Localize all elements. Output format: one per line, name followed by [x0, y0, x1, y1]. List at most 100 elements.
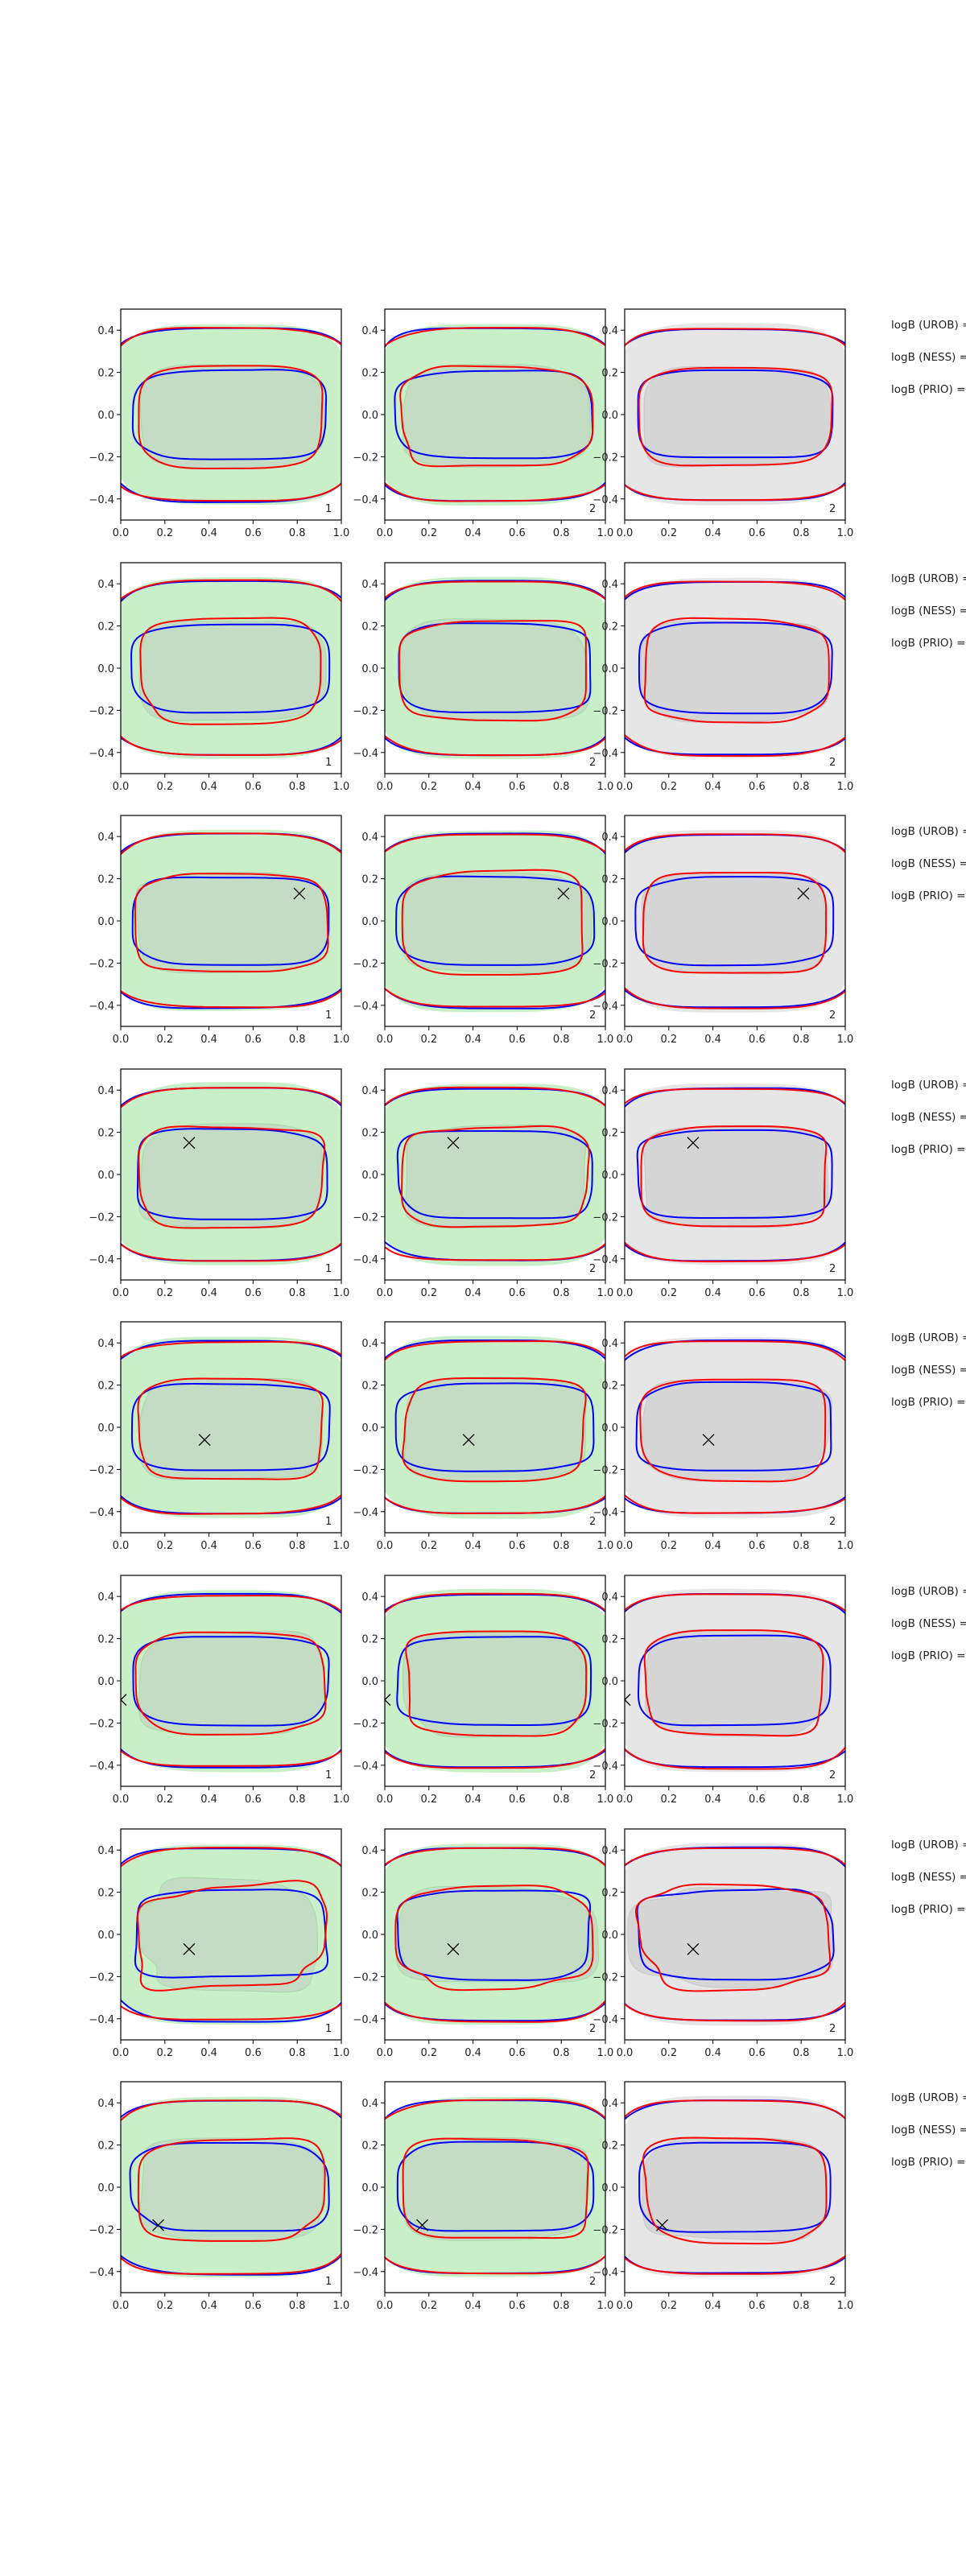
x-tick-label: 0.0 — [377, 2300, 394, 2312]
x-tick-label: 0.0 — [113, 2300, 130, 2312]
y-tick-label: 0.4 — [361, 325, 378, 337]
red-outer-contour — [385, 1592, 605, 1769]
x-tick-label: 0.4 — [704, 781, 721, 793]
y-tick-label: 0.4 — [97, 832, 114, 844]
inner-density-fill — [138, 1630, 324, 1735]
x-tick-label: 0.4 — [704, 1287, 721, 1299]
y-tick-label: 0.0 — [361, 2182, 378, 2194]
x-tick-label: 0.2 — [420, 1794, 437, 1806]
x-tick-label: 0.8 — [793, 1287, 810, 1299]
y-tick-label: 0.2 — [97, 1634, 114, 1646]
x-tick-label: 0.6 — [245, 1540, 262, 1552]
x-tick-label: 0.6 — [749, 1034, 766, 1046]
logb-annotation: logB (NESS) = — [891, 1617, 966, 1630]
y-tick-label: 0.0 — [361, 1170, 378, 1182]
x-tick-label: 0.6 — [509, 1287, 526, 1299]
y-tick-label: 0.0 — [361, 1676, 378, 1688]
x-tick-label: 0.8 — [289, 527, 306, 539]
panel-label: 2 — [829, 503, 836, 515]
red-outer-contour — [625, 833, 845, 1009]
panel-label: 1 — [325, 757, 332, 769]
x-tick-label: 0.8 — [553, 1794, 570, 1806]
x-marker — [183, 1137, 196, 1149]
red-inner-contour — [398, 619, 587, 721]
x-tick-label: 0.2 — [420, 1287, 437, 1299]
x-tick-label: 0.4 — [704, 1540, 721, 1552]
red-inner-contour — [402, 1377, 587, 1483]
y-tick-label: −0.2 — [353, 1971, 378, 1984]
y-tick-label: 0.0 — [361, 916, 378, 928]
x-tick-label: 0.0 — [113, 1287, 130, 1299]
panel-r3-c1: 1 0.0 0.2 0.4 0.6 0.8 1.0 0.4 0.2 0.0 −0.2 −0.4 — [89, 815, 349, 1046]
x-tick-label: 0.4 — [200, 1540, 217, 1552]
y-tick-label: 0.2 — [97, 1127, 114, 1139]
panel-label: 2 — [829, 757, 836, 769]
y-tick-label: 0.0 — [97, 2182, 114, 2194]
panel-r4-c3: 2 0.0 0.2 0.4 0.6 0.8 1.0 0.4 0.2 0.0 −0.2 −0.4 — [592, 1068, 853, 1299]
x-tick-label: 0.4 — [464, 527, 481, 539]
y-tick-label: 0.0 — [97, 410, 114, 422]
x-tick-label: 0.2 — [660, 2300, 677, 2312]
red-inner-contour — [640, 1125, 828, 1228]
y-tick-label: 0.0 — [361, 1422, 378, 1435]
x-tick-label: 0.8 — [289, 1540, 306, 1552]
panel-r7-c2: 2 0.0 0.2 0.4 0.6 0.8 1.0 0.4 0.2 0.0 −0.2 −0.4 — [353, 1827, 613, 2059]
inner-density-fill — [642, 872, 827, 975]
x-tick-label: 0.2 — [156, 1540, 173, 1552]
red-inner-contour — [639, 1378, 827, 1483]
y-tick-label: −0.4 — [592, 1001, 618, 1013]
blue-inner-contour — [636, 1129, 833, 1219]
red-inner-contour — [134, 1631, 327, 1736]
x-tick-label: 0.0 — [617, 1034, 634, 1046]
x-tick-label: 0.0 — [617, 2300, 634, 2312]
red-outer-contour — [625, 1847, 845, 2021]
x-tick-label: 0.6 — [749, 1540, 766, 1552]
y-tick-label: 0.2 — [361, 621, 378, 633]
x-tick-label: 0.4 — [464, 1287, 481, 1299]
logb-annotation: logB (UROB) = — [891, 1331, 966, 1345]
panel-r2-c3: 2 0.0 0.2 0.4 0.6 0.8 1.0 0.4 0.2 0.0 −0.2 −0.4 — [592, 561, 853, 793]
red-outer-contour — [385, 1086, 605, 1261]
red-outer-contour — [385, 327, 605, 502]
x-tick-label: 0.0 — [617, 2047, 634, 2059]
red-outer-contour — [385, 1340, 605, 1515]
x-tick-label: 0.4 — [464, 2047, 481, 2059]
red-inner-contour — [643, 1629, 824, 1737]
logb-annotation: logB (PRIO) = — [891, 1902, 966, 1916]
red-outer-contour — [121, 1595, 341, 1767]
blue-inner-contour — [131, 877, 330, 966]
x-marker — [183, 1942, 196, 1955]
x-marker — [702, 1434, 715, 1447]
red-inner-contour — [642, 872, 828, 974]
red-inner-contour — [394, 1884, 594, 1991]
x-marker — [687, 1137, 700, 1149]
red-outer-contour — [121, 327, 341, 502]
red-inner-contour — [634, 1883, 832, 1992]
y-tick-label: −0.2 — [89, 1718, 114, 1730]
panel-label: 2 — [589, 503, 596, 515]
x-marker — [656, 2219, 669, 2231]
logb-annotation: logB (UROB) = — [891, 825, 966, 839]
x-tick-label: 0.4 — [200, 1034, 217, 1046]
x-marker — [625, 1694, 631, 1707]
x-tick-label: 0.4 — [464, 1540, 481, 1552]
y-tick-label: 0.4 — [97, 2098, 114, 2110]
y-tick-label: −0.2 — [592, 1212, 618, 1224]
x-tick-label: 0.8 — [553, 527, 570, 539]
y-tick-label: 0.0 — [361, 410, 378, 422]
x-tick-label: 1.0 — [837, 1034, 854, 1046]
logb-annotation: logB (PRIO) = — [891, 1649, 966, 1662]
x-tick-label: 0.6 — [245, 1287, 262, 1299]
y-tick-label: −0.4 — [353, 2013, 378, 2025]
x-marker — [462, 1434, 475, 1447]
y-tick-label: −0.4 — [89, 494, 114, 506]
red-outer-contour — [121, 832, 341, 1009]
x-tick-label: 0.2 — [420, 527, 437, 539]
x-tick-label: 0.8 — [793, 1034, 810, 1046]
y-tick-label: −0.4 — [353, 1254, 378, 1266]
x-tick-label: 0.6 — [245, 527, 262, 539]
y-tick-label: 0.2 — [361, 874, 378, 886]
x-marker — [385, 1694, 391, 1707]
x-tick-label: 0.8 — [289, 781, 306, 793]
x-tick-label: 0.0 — [113, 2047, 130, 2059]
